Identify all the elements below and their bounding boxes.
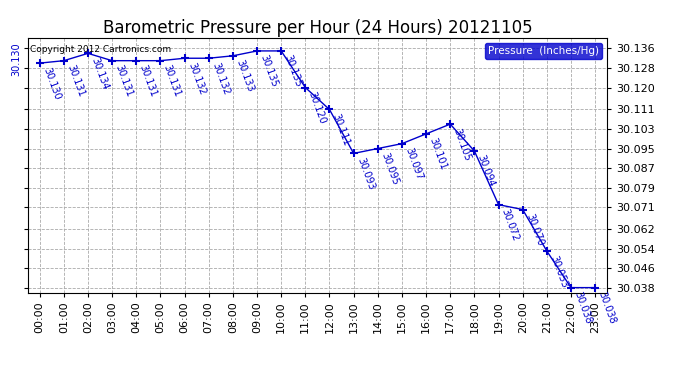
Text: 30.053: 30.053 [549,254,569,289]
Text: 30.072: 30.072 [500,207,521,243]
Text: 30.132: 30.132 [210,61,231,96]
Title: Barometric Pressure per Hour (24 Hours) 20121105: Barometric Pressure per Hour (24 Hours) … [103,20,532,38]
Legend: Pressure  (Inches/Hg): Pressure (Inches/Hg) [485,43,602,59]
Text: 30.133: 30.133 [235,58,255,94]
Text: 30.130: 30.130 [12,43,22,76]
Text: 30.131: 30.131 [66,63,86,99]
Text: 30.070: 30.070 [524,212,545,248]
Text: 30.038: 30.038 [597,290,618,326]
Text: 30.135: 30.135 [259,54,279,89]
Text: 30.135: 30.135 [283,54,304,89]
Text: 30.101: 30.101 [428,136,448,172]
Text: 30.132: 30.132 [186,61,207,96]
Text: 30.131: 30.131 [162,63,183,99]
Text: 30.131: 30.131 [114,63,135,99]
Text: 30.130: 30.130 [41,66,62,101]
Text: 30.097: 30.097 [404,146,424,182]
Text: 30.105: 30.105 [452,127,473,162]
Text: 30.094: 30.094 [476,154,497,189]
Text: 30.131: 30.131 [138,63,159,99]
Text: 30.120: 30.120 [307,90,328,125]
Text: 30.111: 30.111 [331,112,352,147]
Text: 30.134: 30.134 [90,56,110,91]
Text: 30.095: 30.095 [380,151,400,186]
Text: Copyright 2012 Cartronics.com: Copyright 2012 Cartronics.com [30,45,172,54]
Text: 30.093: 30.093 [355,156,376,191]
Text: 30.038: 30.038 [573,290,593,326]
